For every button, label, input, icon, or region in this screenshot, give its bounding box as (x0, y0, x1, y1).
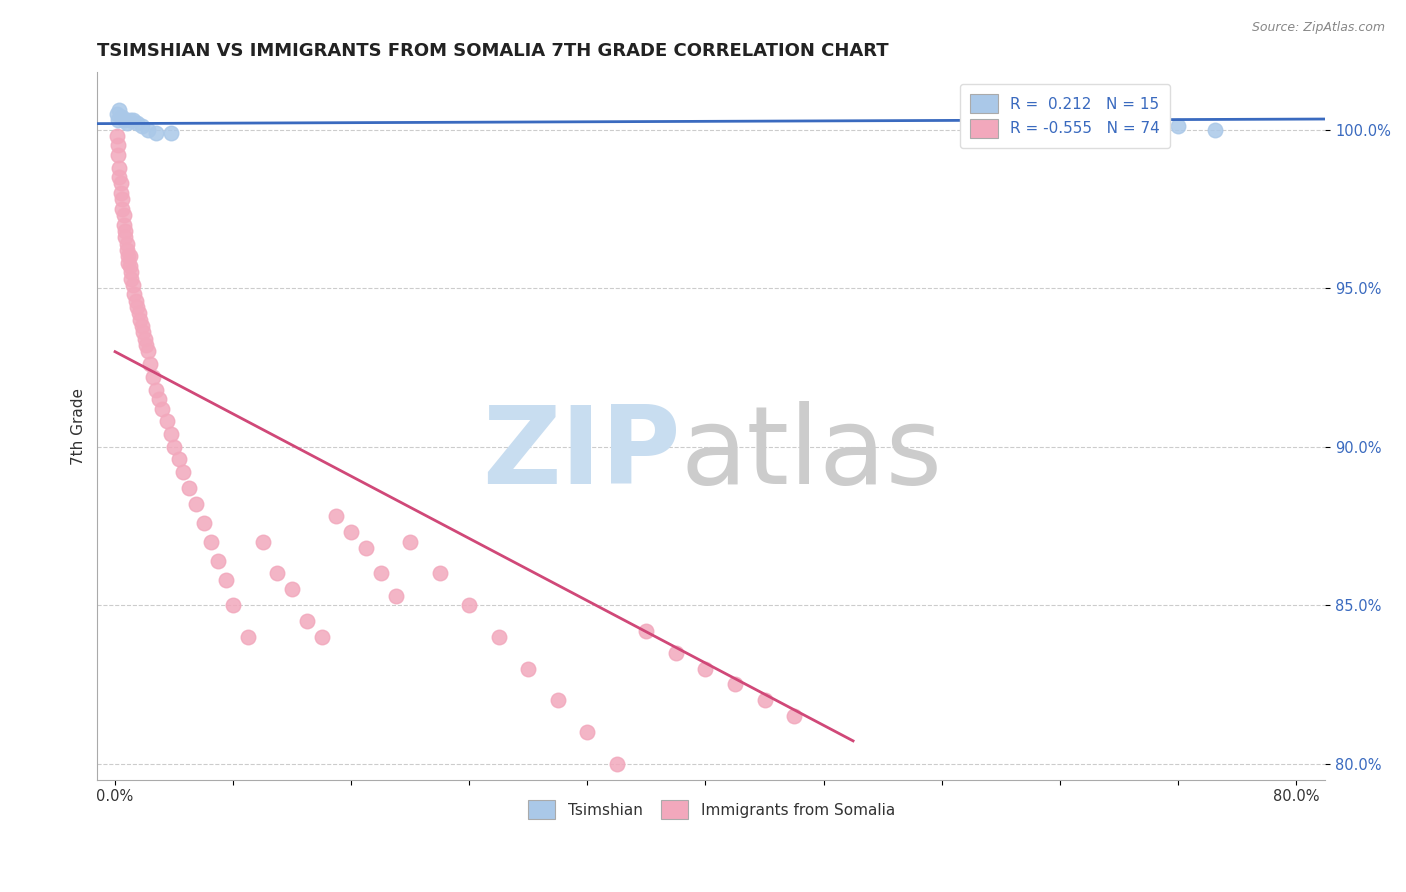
Point (311, 630, 333, 644)
Point (142, 369, 165, 384)
Point (129, 312, 152, 326)
Point (160, 426, 183, 441)
Point (325, 509, 347, 524)
Point (117, 249, 139, 263)
Point (695, 662, 717, 676)
Point (117, 256, 139, 270)
Legend: Tsimshian, Immigrants from Somalia: Tsimshian, Immigrants from Somalia (522, 794, 901, 825)
Point (429, 566, 451, 581)
Point (122, 287, 145, 301)
Point (145, 126, 167, 140)
Point (160, 126, 183, 140)
Point (115, 236, 138, 251)
Point (108, 103, 131, 118)
Point (136, 344, 159, 359)
Point (354, 541, 377, 555)
Point (266, 566, 288, 581)
Point (105, 106, 128, 120)
Point (112, 208, 135, 222)
Point (131, 120, 153, 134)
Point (163, 440, 186, 454)
Point (200, 534, 222, 549)
Point (108, 170, 131, 185)
Point (384, 589, 406, 603)
Point (111, 202, 134, 216)
Point (547, 693, 569, 707)
Point (724, 677, 747, 691)
Point (131, 319, 153, 334)
Point (167, 452, 190, 467)
Point (115, 116, 138, 130)
Point (207, 554, 229, 568)
Point (236, 630, 259, 644)
Point (370, 566, 392, 581)
Point (186, 497, 208, 511)
Point (121, 113, 143, 128)
Point (1167, 120, 1189, 134)
Point (136, 122, 159, 136)
Point (148, 392, 170, 406)
Point (118, 113, 141, 128)
Point (252, 534, 274, 549)
Point (128, 306, 150, 320)
Point (121, 277, 143, 292)
Point (132, 326, 155, 340)
Point (606, 756, 628, 771)
Point (177, 481, 200, 495)
Point (139, 357, 162, 371)
Point (193, 516, 215, 530)
Text: atlas: atlas (681, 401, 942, 508)
Point (517, 662, 540, 676)
Point (107, 148, 129, 162)
Point (399, 534, 422, 549)
Point (118, 259, 141, 273)
Point (222, 598, 245, 612)
Point (340, 525, 363, 540)
Point (107, 138, 129, 153)
Point (665, 646, 688, 660)
Point (115, 243, 138, 257)
Point (127, 116, 149, 130)
Point (1204, 122, 1226, 136)
Point (112, 113, 135, 128)
Point (783, 709, 806, 723)
Point (114, 230, 136, 244)
Point (110, 177, 132, 191)
Point (108, 161, 131, 175)
Point (111, 192, 134, 206)
Point (127, 300, 149, 314)
Point (295, 614, 318, 628)
Point (145, 383, 167, 397)
Point (458, 598, 481, 612)
Point (114, 224, 136, 238)
Point (135, 338, 157, 352)
Point (120, 265, 142, 279)
Point (107, 113, 129, 128)
Point (112, 218, 135, 232)
Point (172, 465, 194, 479)
Point (120, 271, 142, 285)
Point (281, 582, 304, 597)
Point (118, 249, 141, 263)
Point (754, 693, 776, 707)
Point (150, 401, 173, 416)
Point (576, 725, 599, 739)
Y-axis label: 7th Grade: 7th Grade (72, 387, 86, 465)
Point (134, 332, 156, 346)
Text: ZIP: ZIP (482, 401, 681, 508)
Point (110, 186, 132, 200)
Point (488, 630, 510, 644)
Point (636, 624, 658, 638)
Point (111, 110, 134, 124)
Point (215, 573, 238, 587)
Text: Source: ZipAtlas.com: Source: ZipAtlas.com (1251, 21, 1385, 34)
Point (125, 293, 148, 308)
Point (156, 414, 179, 428)
Point (105, 128, 128, 143)
Text: TSIMSHIAN VS IMMIGRANTS FROM SOMALIA 7TH GRADE CORRELATION CHART: TSIMSHIAN VS IMMIGRANTS FROM SOMALIA 7TH… (97, 42, 889, 60)
